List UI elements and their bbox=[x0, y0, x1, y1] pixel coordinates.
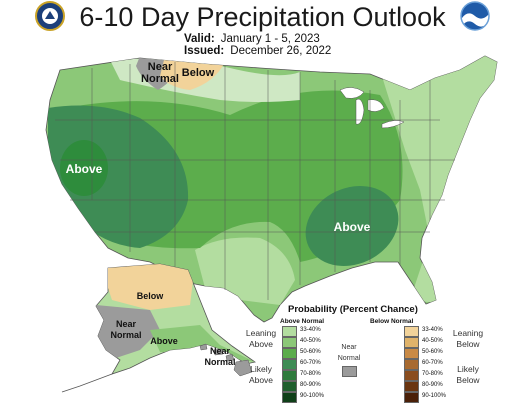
legend-below-swatch-2 bbox=[404, 337, 419, 348]
lake-michigan bbox=[355, 98, 365, 125]
legend-above-swatch-4 bbox=[282, 359, 297, 370]
legend-below-swatch-6 bbox=[404, 381, 419, 392]
issued-label: Issued: bbox=[184, 45, 225, 57]
valid-row: Valid: January 1 - 5, 2023 bbox=[184, 33, 320, 45]
legend-above-swatch-label-3: 50-60% bbox=[300, 349, 321, 355]
label-near-alaska-2: Normal bbox=[110, 330, 141, 340]
valid-label: Valid: bbox=[184, 33, 215, 45]
legend-above-swatch-6 bbox=[282, 381, 297, 392]
map-title: 6-10 Day Precipitation Outlook bbox=[79, 2, 446, 32]
legend-above-swatch-2 bbox=[282, 337, 297, 348]
label-above-southeast: Above bbox=[334, 220, 371, 234]
label-near-hawaii-2: Normal bbox=[204, 357, 235, 367]
label-near-north-2: Normal bbox=[141, 73, 179, 85]
label-near-hawaii-1: Near bbox=[210, 346, 231, 356]
legend-above-swatch-label-2: 40-50% bbox=[300, 338, 321, 344]
aleutian-chain bbox=[61, 373, 113, 393]
legend-title: Probability (Percent Chance) bbox=[288, 304, 418, 315]
alaska-near-normal-area bbox=[96, 305, 160, 360]
legend-above-swatch-1 bbox=[282, 326, 297, 337]
legend-above-swatch-5 bbox=[282, 370, 297, 381]
legend-below-swatch-label-6: 80-90% bbox=[422, 382, 443, 388]
lake-erie bbox=[381, 120, 405, 129]
legend-above-swatch-7 bbox=[282, 392, 297, 403]
legend-above-swatch-label-4: 60-70% bbox=[300, 360, 321, 366]
legend-below-swatch-label-7: 90-100% bbox=[422, 393, 447, 399]
legend-below-swatch-5 bbox=[404, 370, 419, 381]
label-below-north: Below bbox=[182, 67, 215, 79]
map-labels: Above Above Near Normal Below Below Near… bbox=[66, 61, 371, 367]
legend: Probability (Percent Chance) Above Norma… bbox=[240, 298, 525, 405]
legend-leaning-below: Leaning Below bbox=[452, 328, 484, 349]
state-boundaries bbox=[55, 62, 455, 300]
legend-below-header: Below Normal bbox=[370, 318, 414, 325]
label-near-north-1: Near bbox=[148, 61, 173, 73]
legend-above-swatch-label-6: 80-90% bbox=[300, 382, 321, 388]
issued-value: December 26, 2022 bbox=[230, 45, 332, 57]
legend-below-swatch-label-3: 50-60% bbox=[422, 349, 443, 355]
legend-below-swatch-3 bbox=[404, 348, 419, 359]
legend-above-swatch-label-5: 70-80% bbox=[300, 371, 321, 377]
legend-leaning-above: Leaning Above bbox=[245, 328, 277, 349]
legend-above-swatch-label-7: 90-100% bbox=[300, 393, 325, 399]
lake-huron bbox=[367, 99, 385, 112]
legend-above-swatch-label-1: 33-40% bbox=[300, 327, 321, 333]
legend-near-normal: Near Normal bbox=[337, 344, 361, 362]
doc-seal-icon bbox=[35, 1, 65, 31]
label-below-alaska: Below bbox=[137, 291, 165, 301]
hawaii-islands bbox=[199, 343, 253, 377]
legend-below-swatch-1 bbox=[404, 326, 419, 337]
label-above-west: Above bbox=[66, 162, 103, 176]
valid-value: January 1 - 5, 2023 bbox=[220, 33, 320, 45]
issued-row: Issued: December 26, 2022 bbox=[184, 45, 331, 57]
california-above-70-80-area bbox=[60, 140, 108, 196]
legend-below-swatch-label-2: 40-50% bbox=[422, 338, 443, 344]
legend-below-swatch-4 bbox=[404, 359, 419, 370]
label-above-alaska: Above bbox=[150, 336, 178, 346]
alaska-below-normal-area bbox=[100, 264, 195, 310]
legend-above-swatch-3 bbox=[282, 348, 297, 359]
legend-swatch-near-normal bbox=[342, 366, 357, 377]
legend-likely-above: Likely Above bbox=[248, 364, 274, 385]
legend-likely-below: Likely Below bbox=[456, 364, 480, 385]
noaa-logo-icon bbox=[460, 1, 490, 31]
southeast-above-60-70-area bbox=[305, 186, 399, 266]
legend-below-swatch-label-4: 60-70% bbox=[422, 360, 443, 366]
legend-below-swatch-7 bbox=[404, 392, 419, 403]
legend-below-swatch-label-5: 70-80% bbox=[422, 371, 443, 377]
lake-superior bbox=[339, 87, 365, 99]
label-near-alaska-1: Near bbox=[116, 319, 137, 329]
legend-above-header: Above Normal bbox=[280, 318, 325, 325]
legend-below-swatch-label-1: 33-40% bbox=[422, 327, 443, 333]
